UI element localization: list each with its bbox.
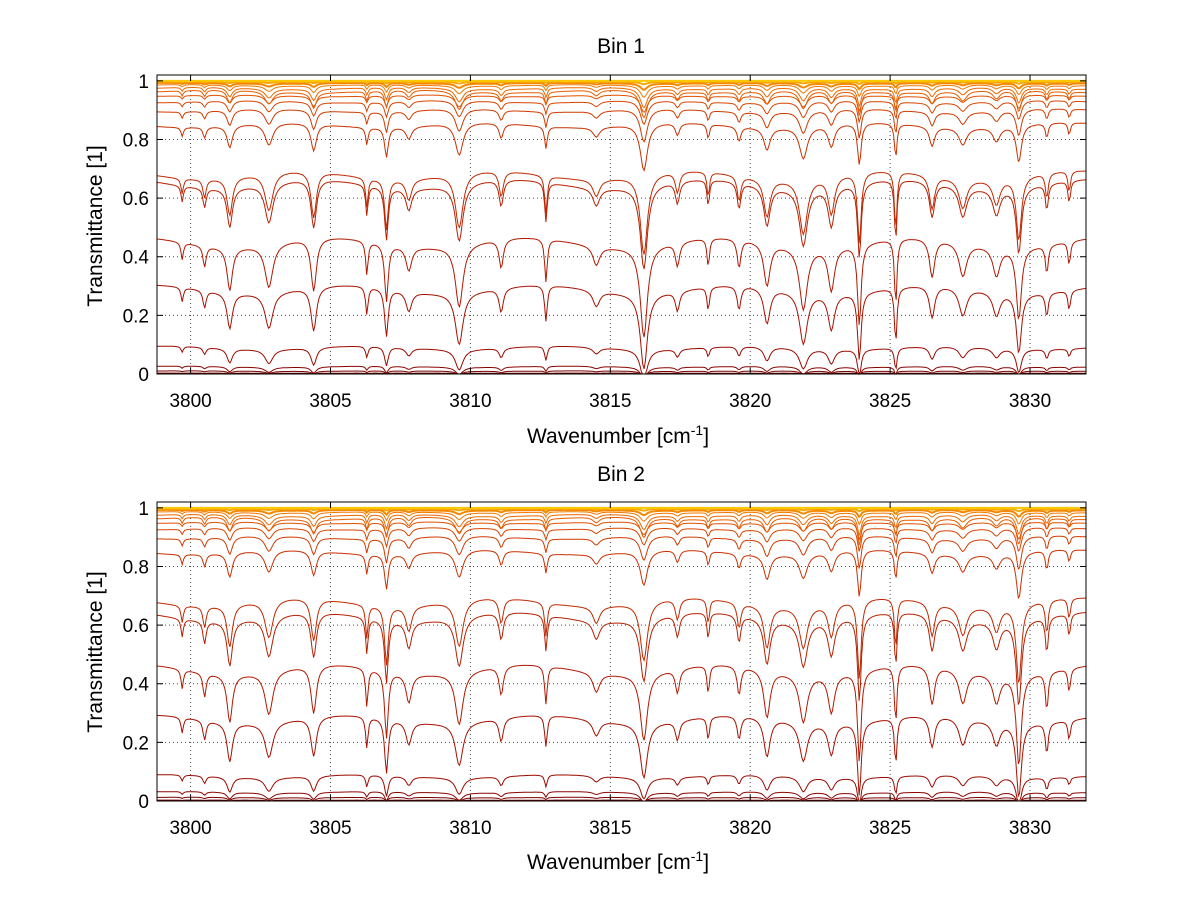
bin-2-x-axis-label-end: ] (703, 851, 709, 874)
bin-2-panel: Bin 2 3800 3805 3810 3815 3820 3825 3830 00.20… (84, 463, 1087, 874)
transmittance-series-line (156, 517, 1086, 546)
x-tick-label: 3830 (1009, 818, 1051, 839)
y-tick-label: 0.4 (123, 248, 150, 269)
transmittance-series-line (157, 796, 1086, 802)
bin-2-x-axis-label: Wavenumber [cm-1] (527, 848, 709, 874)
y-tick-label: 1 (138, 499, 149, 520)
x-tick-label: 3800 (169, 391, 211, 412)
transmittance-series-line (157, 535, 1087, 570)
transmittance-series-line (157, 774, 1087, 802)
x-tick-label: 3825 (869, 391, 911, 412)
bin-2-title: Bin 2 (597, 463, 645, 486)
transmittance-series-line (157, 284, 1087, 370)
x-tick-label: 3805 (309, 818, 351, 839)
x-tick-label: 3820 (729, 818, 771, 839)
y-tick-label: 1 (138, 72, 149, 93)
transmittance-series-line (156, 122, 1087, 172)
transmittance-series-line (156, 179, 1087, 270)
transmittance-series-line (156, 714, 1087, 798)
transmittance-series-line (157, 345, 1087, 376)
y-tick-label: 0.8 (123, 130, 149, 151)
transmittance-series-line (156, 664, 1087, 764)
bin-2-x-axis-label-main: Wavenumber [cm (527, 851, 691, 874)
bin-2-x-ticks: 3800 3805 3810 3815 3820 3825 3830 (169, 502, 1051, 839)
transmittance-series-line (157, 84, 1086, 98)
bin-2-y-ticks: 0 0.2 0.4 0.6 0.8 1 (123, 499, 1086, 813)
transmittance-series-line (156, 597, 1086, 683)
transmittance-series-line (157, 508, 1086, 519)
x-tick-label: 3800 (169, 818, 211, 839)
x-tick-label: 3825 (869, 818, 911, 839)
transmittance-series-line (156, 170, 1086, 255)
transmittance-series-line (157, 100, 1086, 126)
bin-1-x-axis-label: Wavenumber [cm-1] (527, 422, 709, 448)
x-tick-label: 3810 (449, 391, 491, 412)
bin-2-y-axis-label: Transmittance [1] (84, 571, 107, 732)
bin-1-x-axis-label-main: Wavenumber [cm (527, 425, 691, 448)
transmittance-series-line (157, 370, 1086, 375)
bin-1-y-axis-label: Transmittance [1] (84, 145, 107, 306)
y-tick-label: 0.2 (123, 306, 149, 327)
transmittance-series-line (156, 238, 1087, 338)
y-tick-label: 0.6 (123, 189, 149, 210)
bin-1-x-axis-label-end: ] (703, 425, 709, 448)
transmittance-series-line (157, 527, 1086, 552)
bin-2-series (156, 506, 1087, 803)
x-tick-label: 3815 (589, 818, 631, 839)
transmittance-series-line (156, 791, 1087, 803)
y-tick-label: 0.2 (123, 733, 149, 754)
x-tick-label: 3805 (309, 391, 351, 412)
bin-2-plot-frame (156, 501, 1087, 802)
y-tick-label: 0.4 (123, 675, 150, 696)
bin-1-plot-frame (156, 74, 1087, 375)
y-tick-label: 0.8 (123, 557, 149, 578)
bin-1-x-axis-label-sup: -1 (691, 422, 704, 438)
transmittance-series-line (157, 108, 1087, 143)
x-tick-label: 3810 (449, 818, 491, 839)
x-tick-label: 3820 (729, 391, 771, 412)
bin-1-y-ticks: 0 0.2 0.4 0.6 0.8 1 (123, 72, 1086, 386)
transmittance-series-line (156, 90, 1086, 119)
transmittance-series-line (157, 365, 1086, 375)
y-tick-label: 0.6 (123, 616, 149, 637)
bin-2-x-axis-label-sup: -1 (691, 848, 704, 864)
bin-1-panel: Bin 1 3800 3805 3810 3815 3820 3825 3830 00.20… (84, 35, 1087, 448)
y-tick-label: 0 (138, 792, 149, 813)
bin-2-grid (157, 502, 1086, 802)
y-tick-label: 0 (138, 365, 149, 386)
bin-1-series (156, 79, 1087, 376)
transmittance-series-line (157, 81, 1086, 91)
bin-1-title: Bin 1 (597, 35, 645, 58)
transmittance-series-line (157, 549, 1087, 600)
bin-1-grid (157, 75, 1086, 375)
bin-1-x-ticks: 3800 3805 3810 3815 3820 3825 3830 (169, 75, 1051, 412)
transmittance-series-line (157, 87, 1086, 109)
transmittance-series-line (156, 612, 1087, 705)
transmittance-series-line (157, 514, 1087, 537)
transmittance-series-line (157, 511, 1086, 526)
x-tick-label: 3830 (1009, 391, 1051, 412)
x-tick-label: 3815 (589, 391, 631, 412)
